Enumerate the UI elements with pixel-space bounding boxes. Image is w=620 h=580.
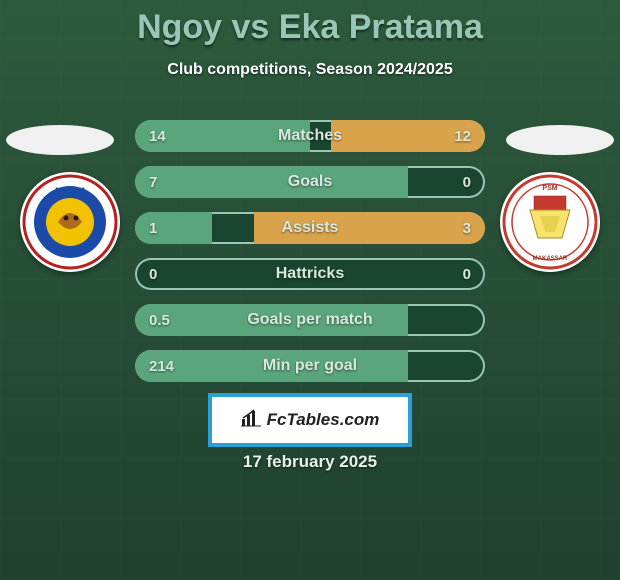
- footer-date: 17 february 2025: [0, 452, 620, 472]
- player-right-ellipse: [506, 125, 614, 155]
- stat-label: Goals per match: [135, 304, 485, 336]
- player-left-ellipse: [6, 125, 114, 155]
- stat-value-right: 12: [454, 120, 471, 152]
- club-logo-right: PSM MAKASSAR: [500, 172, 600, 272]
- brand-text: FcTables.com: [267, 410, 380, 430]
- svg-text:AREMA: AREMA: [54, 186, 87, 196]
- club-logo-left: AREMA: [20, 172, 120, 272]
- stat-row: 0Hattricks0: [135, 258, 485, 290]
- stat-label: Min per goal: [135, 350, 485, 382]
- chart-icon: [241, 409, 261, 432]
- psm-logo-icon: PSM MAKASSAR: [500, 172, 600, 272]
- stat-row: 214Min per goal: [135, 350, 485, 382]
- stat-row: 0.5Goals per match: [135, 304, 485, 336]
- svg-text:MAKASSAR: MAKASSAR: [533, 256, 568, 262]
- stat-value-right: 3: [463, 212, 471, 244]
- stat-value-right: 0: [463, 166, 471, 198]
- stat-row: 7Goals0: [135, 166, 485, 198]
- stat-value-right: 0: [463, 258, 471, 290]
- stat-row: 1Assists3: [135, 212, 485, 244]
- arema-logo-icon: AREMA: [20, 172, 120, 272]
- stat-row: 14Matches12: [135, 120, 485, 152]
- svg-text:PSM: PSM: [542, 185, 557, 192]
- stat-label: Matches: [135, 120, 485, 152]
- stat-label: Goals: [135, 166, 485, 198]
- stat-label: Hattricks: [135, 258, 485, 290]
- brand-badge: FcTables.com: [208, 393, 412, 447]
- stats-bars: 14Matches127Goals01Assists30Hattricks00.…: [135, 120, 485, 396]
- stat-label: Assists: [135, 212, 485, 244]
- page-title: Ngoy vs Eka Pratama: [0, 0, 620, 47]
- page-subtitle: Club competitions, Season 2024/2025: [0, 61, 620, 79]
